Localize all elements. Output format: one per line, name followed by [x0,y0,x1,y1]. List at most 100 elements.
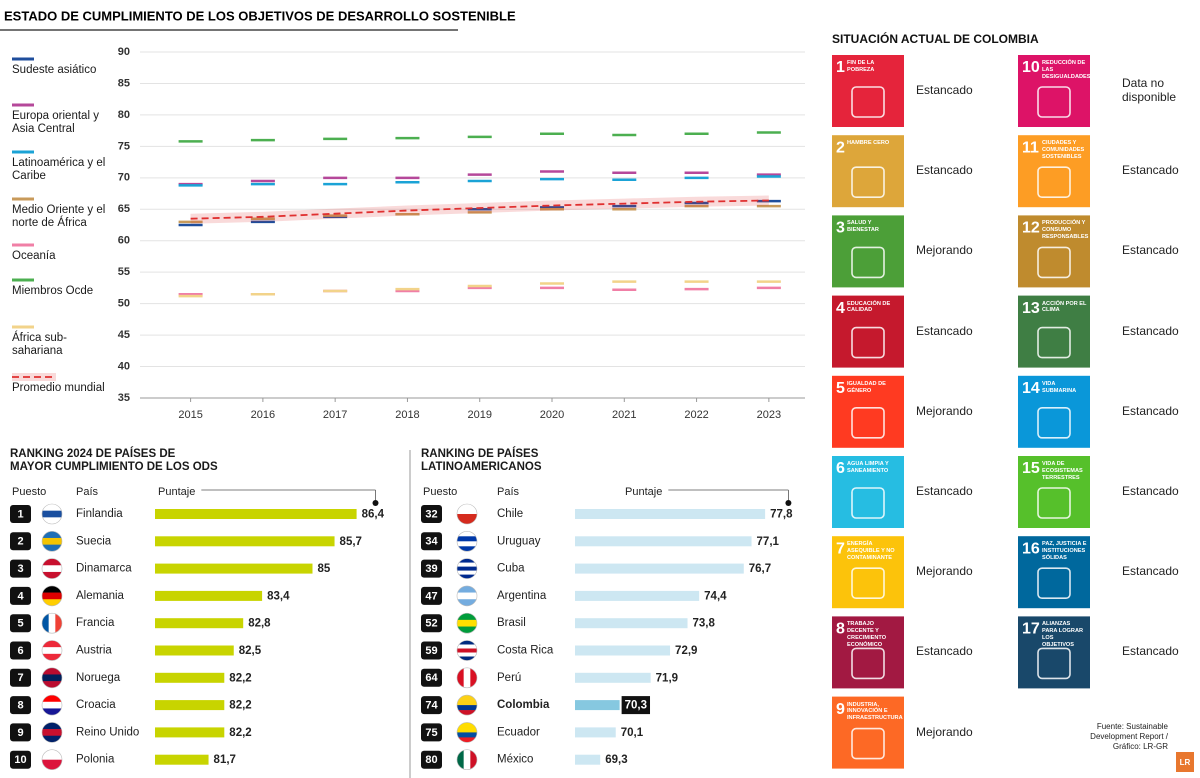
goal-number: 14 [1022,380,1040,397]
goal-status: Mejorando [916,243,973,258]
flag [42,558,62,579]
country-name: Argentina [497,590,547,602]
flag-stripe [42,647,62,655]
y-tick-label: 85 [118,77,130,89]
column-header: Puntaje [158,486,195,498]
rank-badge [421,723,442,742]
rank-badge [10,641,31,660]
country-name: Colombia [497,699,550,711]
country-name: Chile [497,508,523,520]
flag-stripe [457,652,477,657]
goal-label: VIDA DE ECOSISTEMAS TERRESTRES [1042,461,1083,481]
goal-status: Estancado [916,484,973,499]
ranking-title: RANKING 2024 DE PAÍSES DE MAYOR CUMPLIMI… [10,448,218,473]
goal-number: 5 [836,380,845,397]
bar [575,754,601,765]
flag-stripe [42,510,62,518]
rank-badge [10,586,31,605]
goal-tile [832,135,904,208]
goal-status: Mejorando [916,403,973,418]
goal-icon [1037,86,1071,118]
flag-stripe [42,544,62,552]
goal-label: AGUA LIMPIA Y SANEAMIENTO [847,461,889,474]
flag-stripe [463,749,471,770]
flag-stripe [457,656,477,661]
rank-badge [10,696,31,715]
flag-stripe [457,562,477,567]
rank-number: 2 [17,536,23,548]
flag-stripe [457,695,477,701]
bar [575,700,620,711]
y-tick-label: 70 [118,172,130,184]
bar [155,672,225,683]
rank-badge [421,586,442,605]
goal-label: INDUSTRIA, INNOVACIÓN E INFRAESTRUCTURA [847,701,903,722]
bar [155,618,244,629]
flag-outline [456,612,478,634]
goal-icon [851,567,885,600]
flag-stripe [42,729,62,737]
goal-icon [1037,406,1071,439]
rank-number: 64 [425,672,438,684]
section-title: SITUACIÓN ACTUAL DE COLOMBIA [832,31,1039,46]
flag-stripe [470,667,477,688]
country-name: Austria [76,645,112,657]
goal-number: 16 [1022,540,1040,557]
flag-stripe [457,626,477,634]
goal-number: 3 [836,220,845,237]
rank-number: 80 [425,754,437,766]
goal-tile [832,295,904,368]
bar [575,563,744,574]
flag-stripe [42,531,62,539]
flag-stripe [457,546,477,552]
rank-badge [421,505,442,523]
flag-stripe [457,749,464,770]
goal-tile [832,696,904,769]
flag-stripe [457,531,477,537]
country-name: Brasil [497,617,526,629]
flag [457,531,477,552]
flag-outline [41,585,63,607]
flag-stripe [42,759,62,770]
bar [575,645,671,656]
value-label: 82,2 [229,727,251,739]
flag [42,667,62,688]
flag-outline [456,749,478,771]
goal-number: 13 [1022,300,1040,317]
goal-status: Estancado [1122,243,1179,258]
flag-stripe [42,571,62,579]
y-tick-label: 80 [118,109,130,121]
main-title: ESTADO DE CUMPLIMIENTO DE LOS OBJETIVOS … [4,8,516,23]
flag-outline [41,694,63,716]
flag-stripe [457,722,477,728]
goal-tile [1018,456,1090,528]
goal-icon [1037,567,1071,600]
rank-badge [421,750,442,769]
goal-icon [1037,487,1071,519]
goal-tile [1018,135,1090,208]
value-label: 69,3 [605,754,627,766]
flag-stripe [457,541,477,547]
goal-label: IGUALDAD DE GÉNERO [847,380,886,394]
y-tick-label: 45 [118,329,130,341]
bar [575,536,752,547]
legend-label: Latinoamérica y el Caribe [12,157,106,183]
scale-dot [372,500,379,506]
goal-number: 1 [836,59,845,76]
goal-tile [832,616,904,689]
goal-status: Estancado [916,83,973,98]
goal-icon [851,647,885,680]
rank-badge [421,559,442,578]
flag [42,640,62,661]
flag-stripe [457,613,477,621]
country-name: México [497,754,533,766]
rank-badge [10,750,31,769]
bar [575,618,688,629]
country-name: Alemania [76,590,125,602]
goal-number: 10 [1022,59,1040,76]
flag [457,613,477,634]
flag-stripe [42,667,62,675]
rank-badge [10,614,31,633]
country-name: Perú [497,672,521,684]
country-name: Costa Rica [497,645,554,657]
